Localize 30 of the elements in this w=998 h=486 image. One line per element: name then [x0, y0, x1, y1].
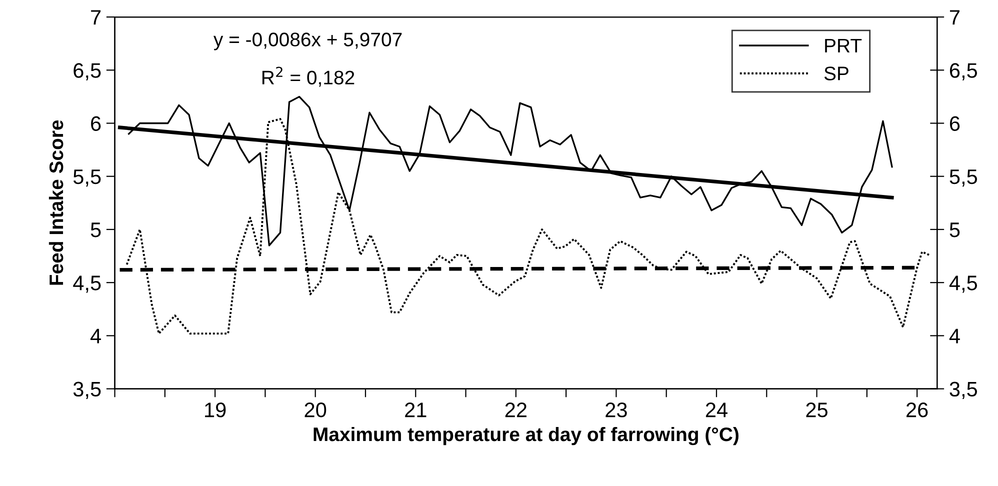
x-tick-label: 21	[405, 402, 426, 418]
y-tick-label: 6,5	[74, 63, 101, 80]
y2-tick-label: 6,5	[950, 63, 978, 80]
y2-tick-label: 5	[950, 222, 960, 238]
x-tick-label: 19	[205, 402, 226, 418]
y2-tick-label: 4,5	[949, 276, 978, 293]
y-tick-label: 7	[91, 10, 101, 25]
y2-tick-label: 7	[950, 10, 960, 25]
y-tick-label: 6	[91, 116, 101, 131]
y-axis-title: Feed Intake Score	[48, 120, 64, 285]
y-tick-label: 3,5	[73, 382, 101, 400]
y2-tick-label: 5,5	[950, 170, 978, 187]
x-tick-label: 26	[906, 402, 928, 418]
y-tick-label: 5	[90, 222, 101, 238]
legend-label: PRT	[825, 38, 862, 52]
x-tick-label: 20	[304, 402, 326, 418]
y-tick-label: 4,5	[73, 276, 101, 293]
annotation: y = -0,0086x + 5,9707	[213, 32, 402, 50]
x-tick-label: 25	[806, 402, 828, 418]
legend-label: SP	[824, 66, 848, 80]
x-tick-label: 23	[606, 402, 627, 418]
x-tick-label: 24	[706, 402, 728, 418]
y2-tick-label: 4	[949, 328, 960, 344]
x-axis-title: Maximum temperature at day of farrowing (°C)	[314, 426, 738, 446]
y-tick-label: 4	[90, 328, 101, 344]
x-tick-label: 22	[505, 402, 526, 418]
y2-tick-label: 6	[950, 116, 960, 131]
annotation: R$^{2}$ = 0,182	[262, 66, 354, 87]
y-tick-label: 5,5	[73, 170, 101, 187]
y2-tick-label: 3,5	[950, 382, 978, 400]
